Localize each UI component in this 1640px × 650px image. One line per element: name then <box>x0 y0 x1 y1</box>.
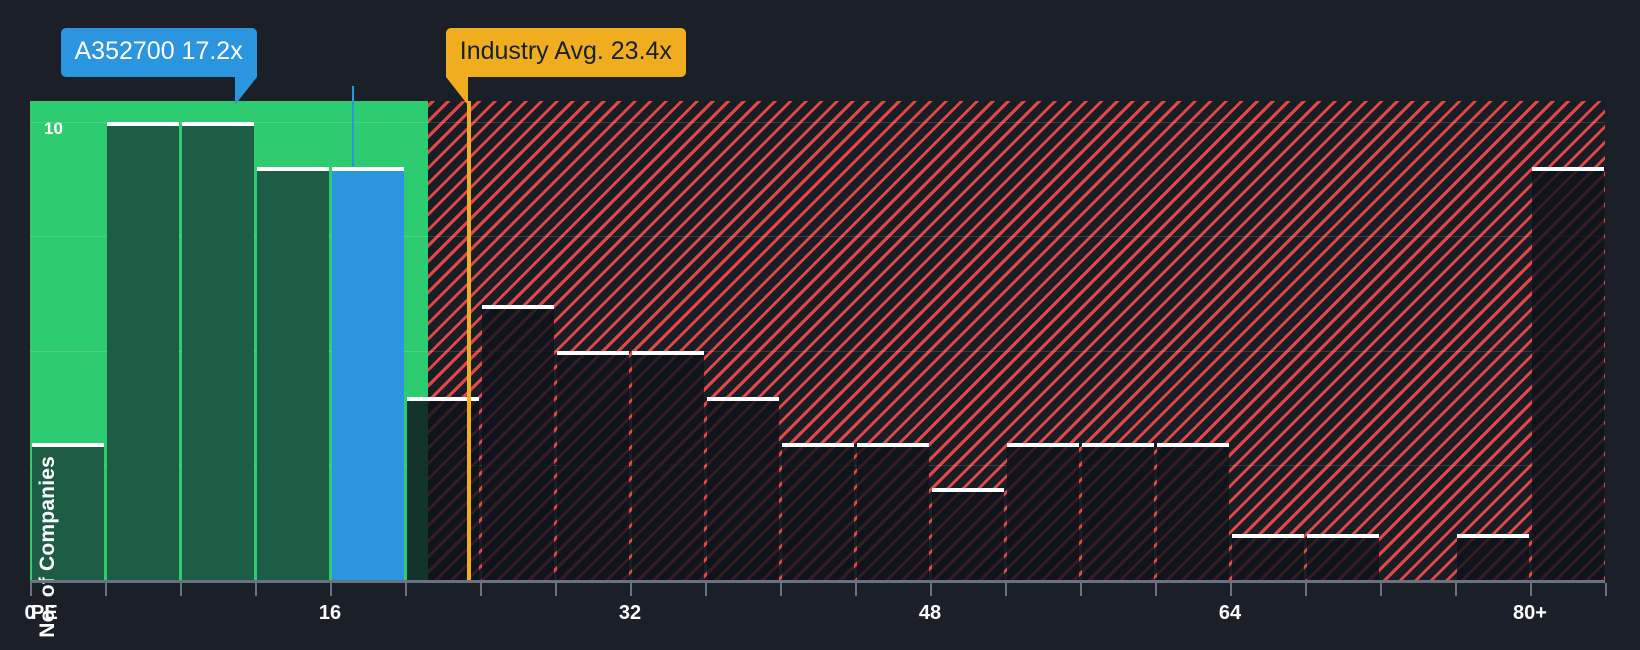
x-axis-tick <box>630 583 632 596</box>
x-axis-tick <box>405 583 407 596</box>
plot-area <box>30 101 1605 580</box>
bar-cap <box>256 167 329 172</box>
bar-cap <box>931 488 1004 493</box>
histogram-bar[interactable] <box>631 350 704 580</box>
histogram-bar[interactable] <box>556 350 629 580</box>
x-axis-title: PE <box>31 602 58 624</box>
bar-cap <box>1156 442 1229 447</box>
bar-fill <box>406 400 479 580</box>
x-axis-tick-label: 16 <box>318 602 342 624</box>
x-axis-tick <box>1380 583 1382 596</box>
bar-cap <box>706 396 779 401</box>
overvalued-zone <box>427 101 1605 580</box>
histogram-bar[interactable] <box>1156 442 1229 580</box>
bar-cap <box>1231 534 1304 539</box>
bar-cap <box>1306 534 1379 539</box>
x-axis-tick <box>1455 583 1457 596</box>
bar-cap <box>31 442 104 447</box>
bar-cap <box>556 350 629 355</box>
histogram-bar[interactable] <box>331 167 404 580</box>
histogram-bar[interactable] <box>1231 534 1304 580</box>
industry-average-marker-line <box>466 101 471 580</box>
x-axis-tick-label: 48 <box>918 602 942 624</box>
x-axis-tick <box>1530 583 1532 596</box>
bar-fill <box>106 125 179 580</box>
bar-cap <box>631 350 704 355</box>
histogram-bar[interactable] <box>481 304 554 580</box>
bar-cap <box>481 304 554 309</box>
bar-cap <box>1081 442 1154 447</box>
bar-fill <box>931 492 1004 580</box>
histogram-bar[interactable] <box>256 167 329 580</box>
bar-cap <box>181 121 254 126</box>
y-axis-tick-label: 10 <box>44 119 63 138</box>
histogram-bar[interactable] <box>181 121 254 580</box>
x-axis-tick <box>855 583 857 596</box>
x-axis-tick <box>555 583 557 596</box>
bar-fill <box>706 400 779 580</box>
histogram-bar[interactable] <box>856 442 929 580</box>
x-axis-tick <box>1155 583 1157 596</box>
bar-fill <box>181 125 254 580</box>
bar-cap <box>1531 167 1604 172</box>
x-axis-tick <box>480 583 482 596</box>
histogram-bar[interactable] <box>781 442 854 580</box>
histogram-bar[interactable] <box>406 396 479 580</box>
histogram-bar[interactable] <box>31 442 104 580</box>
bar-fill <box>1456 538 1529 580</box>
bar-cap <box>781 442 854 447</box>
bar-fill <box>856 446 929 580</box>
bar-cap <box>406 396 479 401</box>
histogram-bar[interactable] <box>1306 534 1379 580</box>
x-axis-tick <box>1005 583 1007 596</box>
bar-fill <box>1531 171 1604 580</box>
histogram-bar[interactable] <box>706 396 779 580</box>
company-marker-line <box>351 86 354 168</box>
x-axis-tick-label: 32 <box>618 602 642 624</box>
histogram-bar[interactable] <box>931 488 1004 580</box>
industry-average-tooltip[interactable]: Industry Avg. 23.4x <box>445 28 686 105</box>
company-tooltip[interactable]: A352700 17.2x <box>60 28 257 105</box>
histogram-bar[interactable] <box>1456 534 1529 580</box>
bar-fill <box>256 171 329 580</box>
x-axis-line <box>30 580 1605 583</box>
histogram-bar[interactable] <box>106 121 179 580</box>
bar-fill <box>556 354 629 580</box>
bar-cap <box>331 167 404 172</box>
bar-fill <box>1306 538 1379 580</box>
bar-fill <box>631 354 704 580</box>
bar-fill <box>481 308 554 580</box>
x-axis-tick-label: 80+ <box>1513 602 1547 624</box>
x-axis-tick-label: 64 <box>1218 602 1242 624</box>
histogram-bar[interactable] <box>1081 442 1154 580</box>
bar-fill <box>31 446 104 580</box>
bar-fill <box>1231 538 1304 580</box>
bar-fill <box>331 171 404 580</box>
x-axis-tick <box>330 583 332 596</box>
x-axis-tick <box>930 583 932 596</box>
x-axis-tick-label: 0 <box>24 602 36 624</box>
bar-cap <box>856 442 929 447</box>
bar-cap <box>1006 442 1079 447</box>
x-axis-tick <box>30 583 32 596</box>
histogram-bar[interactable] <box>1006 442 1079 580</box>
x-axis-tick <box>105 583 107 596</box>
x-axis-tick <box>255 583 257 596</box>
x-axis-tick <box>1080 583 1082 596</box>
x-axis-tick <box>705 583 707 596</box>
bar-cap <box>106 121 179 126</box>
x-axis-tick <box>780 583 782 596</box>
bar-cap <box>1456 534 1529 539</box>
bar-fill <box>1081 446 1154 580</box>
x-axis-tick <box>1605 583 1607 596</box>
x-axis-tick <box>1230 583 1232 596</box>
histogram-bar[interactable] <box>1531 167 1604 580</box>
bar-fill <box>781 446 854 580</box>
bar-fill <box>1156 446 1229 580</box>
x-axis-tick <box>1305 583 1307 596</box>
bar-fill <box>1006 446 1079 580</box>
x-axis-tick <box>180 583 182 596</box>
